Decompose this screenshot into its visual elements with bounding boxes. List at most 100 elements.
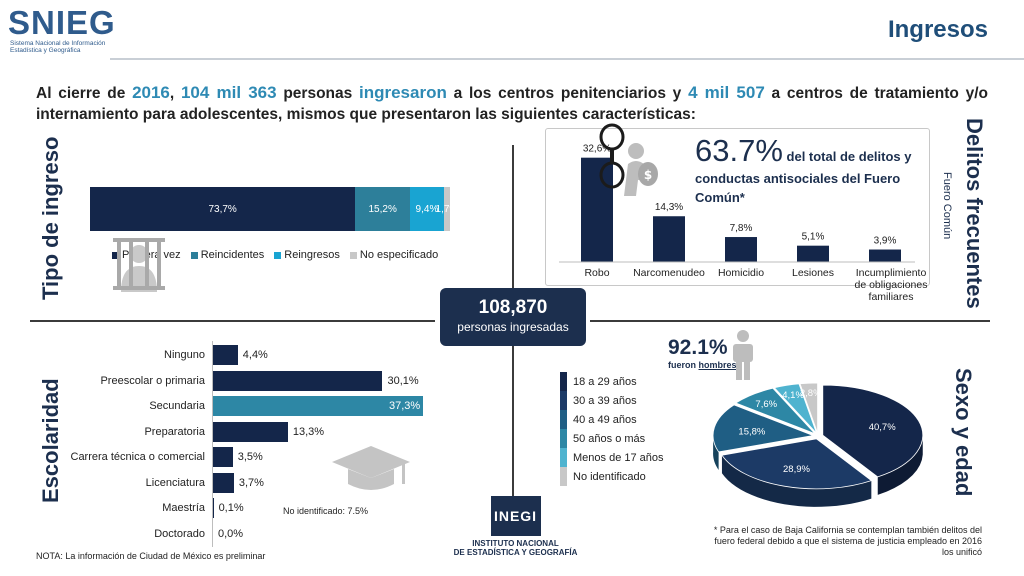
age-legend-label: No identificado [573,470,646,483]
total-label: personas ingresadas [457,320,569,334]
delitos-category-label: Narcomenudeo [633,267,705,279]
delitos-value-label: 32,6% [583,144,611,155]
pie-slice [712,404,815,453]
legend-item: No especificado [349,249,439,261]
graduation-cap-icon [332,446,410,490]
delitos-value-label: 3,9% [874,236,897,247]
age-legend-swatch [560,372,567,391]
delitos-bar [869,249,901,262]
svg-text:$: $ [644,168,652,182]
age-legend-swatch [560,429,567,448]
age-legend-label: 40 a 49 años [573,413,637,426]
thief-icon: $ [624,143,658,196]
age-legend-swatch [560,448,567,467]
delitos-value-label: 5,1% [802,232,825,243]
inegi-logo: INEGI INSTITUTO NACIONAL DE ESTADÍSTICA … [448,496,583,557]
delitos-category-label: de obligaciones [855,279,928,291]
legend-item: Reingresos [274,249,340,261]
preliminary-note: NOTA: La información de Ciudad de México… [36,551,266,561]
males-callout: 92.1% fueron hombres [668,336,737,370]
intro-year: 2016 [132,83,170,102]
delitos-annotation: 63.7% del total de delitos y conductas a… [695,133,925,207]
escolaridad-bar-chart [0,0,1,1]
age-pie-chart: 40,7% 28,9% 15,8% 7,6% 4,1%2,8% [712,382,924,507]
pie-slice [721,438,873,490]
escolaridad-value-label: 3,7% [238,476,264,489]
handcuff-icon [599,123,625,189]
pie-value-label: 15,8% [738,427,765,438]
delitos-bar-chart: 32,6% Robo 14,3% Narcomenudeo 7,8% Homicidio 5… [559,144,928,303]
legend-swatch [112,251,119,259]
horizontal-divider-right [590,320,990,322]
escolaridad-bar [213,472,234,493]
tipo-ingreso-legend: Primera vez Reincidentes Reingresos No espe… [112,249,438,261]
snieg-logo: SNIEG Sistema Nacional de Información Es… [8,4,118,56]
section-title-tipo: Tipo de ingreso [38,136,63,300]
delitos-bar [797,245,829,262]
age-legend-item: 18 a 29 años [560,372,665,391]
delitos-value-label: 14,3% [655,202,683,213]
pie-slice-side [721,455,872,507]
prisoner-icon [113,238,165,292]
pie-slice-side [877,436,923,495]
legend-swatch [190,251,198,259]
pie-slice [734,387,816,435]
age-legend-item: 30 a 39 años [560,391,665,410]
legend-label: Reincidentes [200,249,265,261]
intro-paragraph: Al cierre de 2016, 104 mil 363 personas … [36,83,989,123]
escolaridad-value-label: 4,4% [242,349,268,361]
inegi-name: INSTITUTO NACIONAL DE ESTADÍSTICA Y GEOG… [453,539,578,557]
age-legend-label: 30 a 39 años [573,394,637,407]
delitos-value-label: 7,8% [730,223,753,234]
age-legend: 18 a 29 años 30 a 39 años 40 a 49 años 50 a… [560,372,665,486]
intro-num-people: 104 mil 363 [180,83,277,102]
escolaridad-bar [213,421,288,442]
age-legend-item: 40 a 49 años [560,410,665,429]
escolaridad-category-label: Carrera técnica o comercial [70,451,206,463]
pie-slice [822,384,924,478]
inegi-mark: INEGI [490,496,541,536]
pie-slice-side [713,433,719,470]
section-subtitle-delitos: Fuero Común [941,172,953,240]
escolaridad-value-label: 37,3% [389,400,421,412]
stack-segment-0: 73,7% [90,187,356,231]
stack-segment-3: 1,7% [436,187,458,231]
escolaridad-category-label: Licenciatura [145,476,205,489]
pie-slice [773,383,817,434]
legend-swatch [274,251,282,259]
delitos-annotation-text: del total de delitos y conductas antisoc… [695,149,912,205]
age-legend-swatch [560,391,567,410]
page-title: Ingresos [887,16,988,43]
intro-verb: ingresaron [359,83,447,102]
males-pct: 92.1% [668,336,728,359]
delitos-bar [653,216,685,262]
footnote: * Para el caso de Baja California se con… [713,525,982,557]
delitos-annotation-pct: 63.7% [695,133,783,168]
age-legend-item: No identificado [560,467,665,486]
escolaridad-value-label: 30,1% [387,374,419,387]
legend-label: No especificado [359,249,439,261]
section-title-delitos: Delitos frecuentes [962,118,987,309]
stack-segment-1: 15,2% [355,187,411,231]
age-legend-item: 50 años o más [560,429,665,448]
pie-value-label: 2,8% [800,388,822,399]
pie-value-label: 28,9% [783,464,810,475]
age-legend-item: Menos de 17 años [560,448,665,467]
legend-swatch [349,251,357,259]
age-legend-label: Menos de 17 años [573,451,664,464]
escolaridad-category-label: Maestría [162,502,205,514]
age-legend-swatch [560,410,567,429]
escolaridad-bar [213,447,233,467]
delitos-category-label: familiares [869,291,914,303]
pie-slice [799,382,818,434]
total-number: 108,870 [478,297,548,318]
man-icon [733,330,753,380]
horizontal-divider-left [30,320,435,322]
legend-item: Reincidentes [190,249,265,261]
legend-label: Reingresos [284,249,340,261]
logo-subtitle: Sistema Nacional de Información Estadíst… [10,40,106,54]
pie-value-label: 4,1% [782,390,804,401]
age-legend-label: 50 años o más [573,432,646,445]
escolaridad-category-label: Doctorado [154,527,205,540]
males-text: fueron hombres [668,360,737,370]
